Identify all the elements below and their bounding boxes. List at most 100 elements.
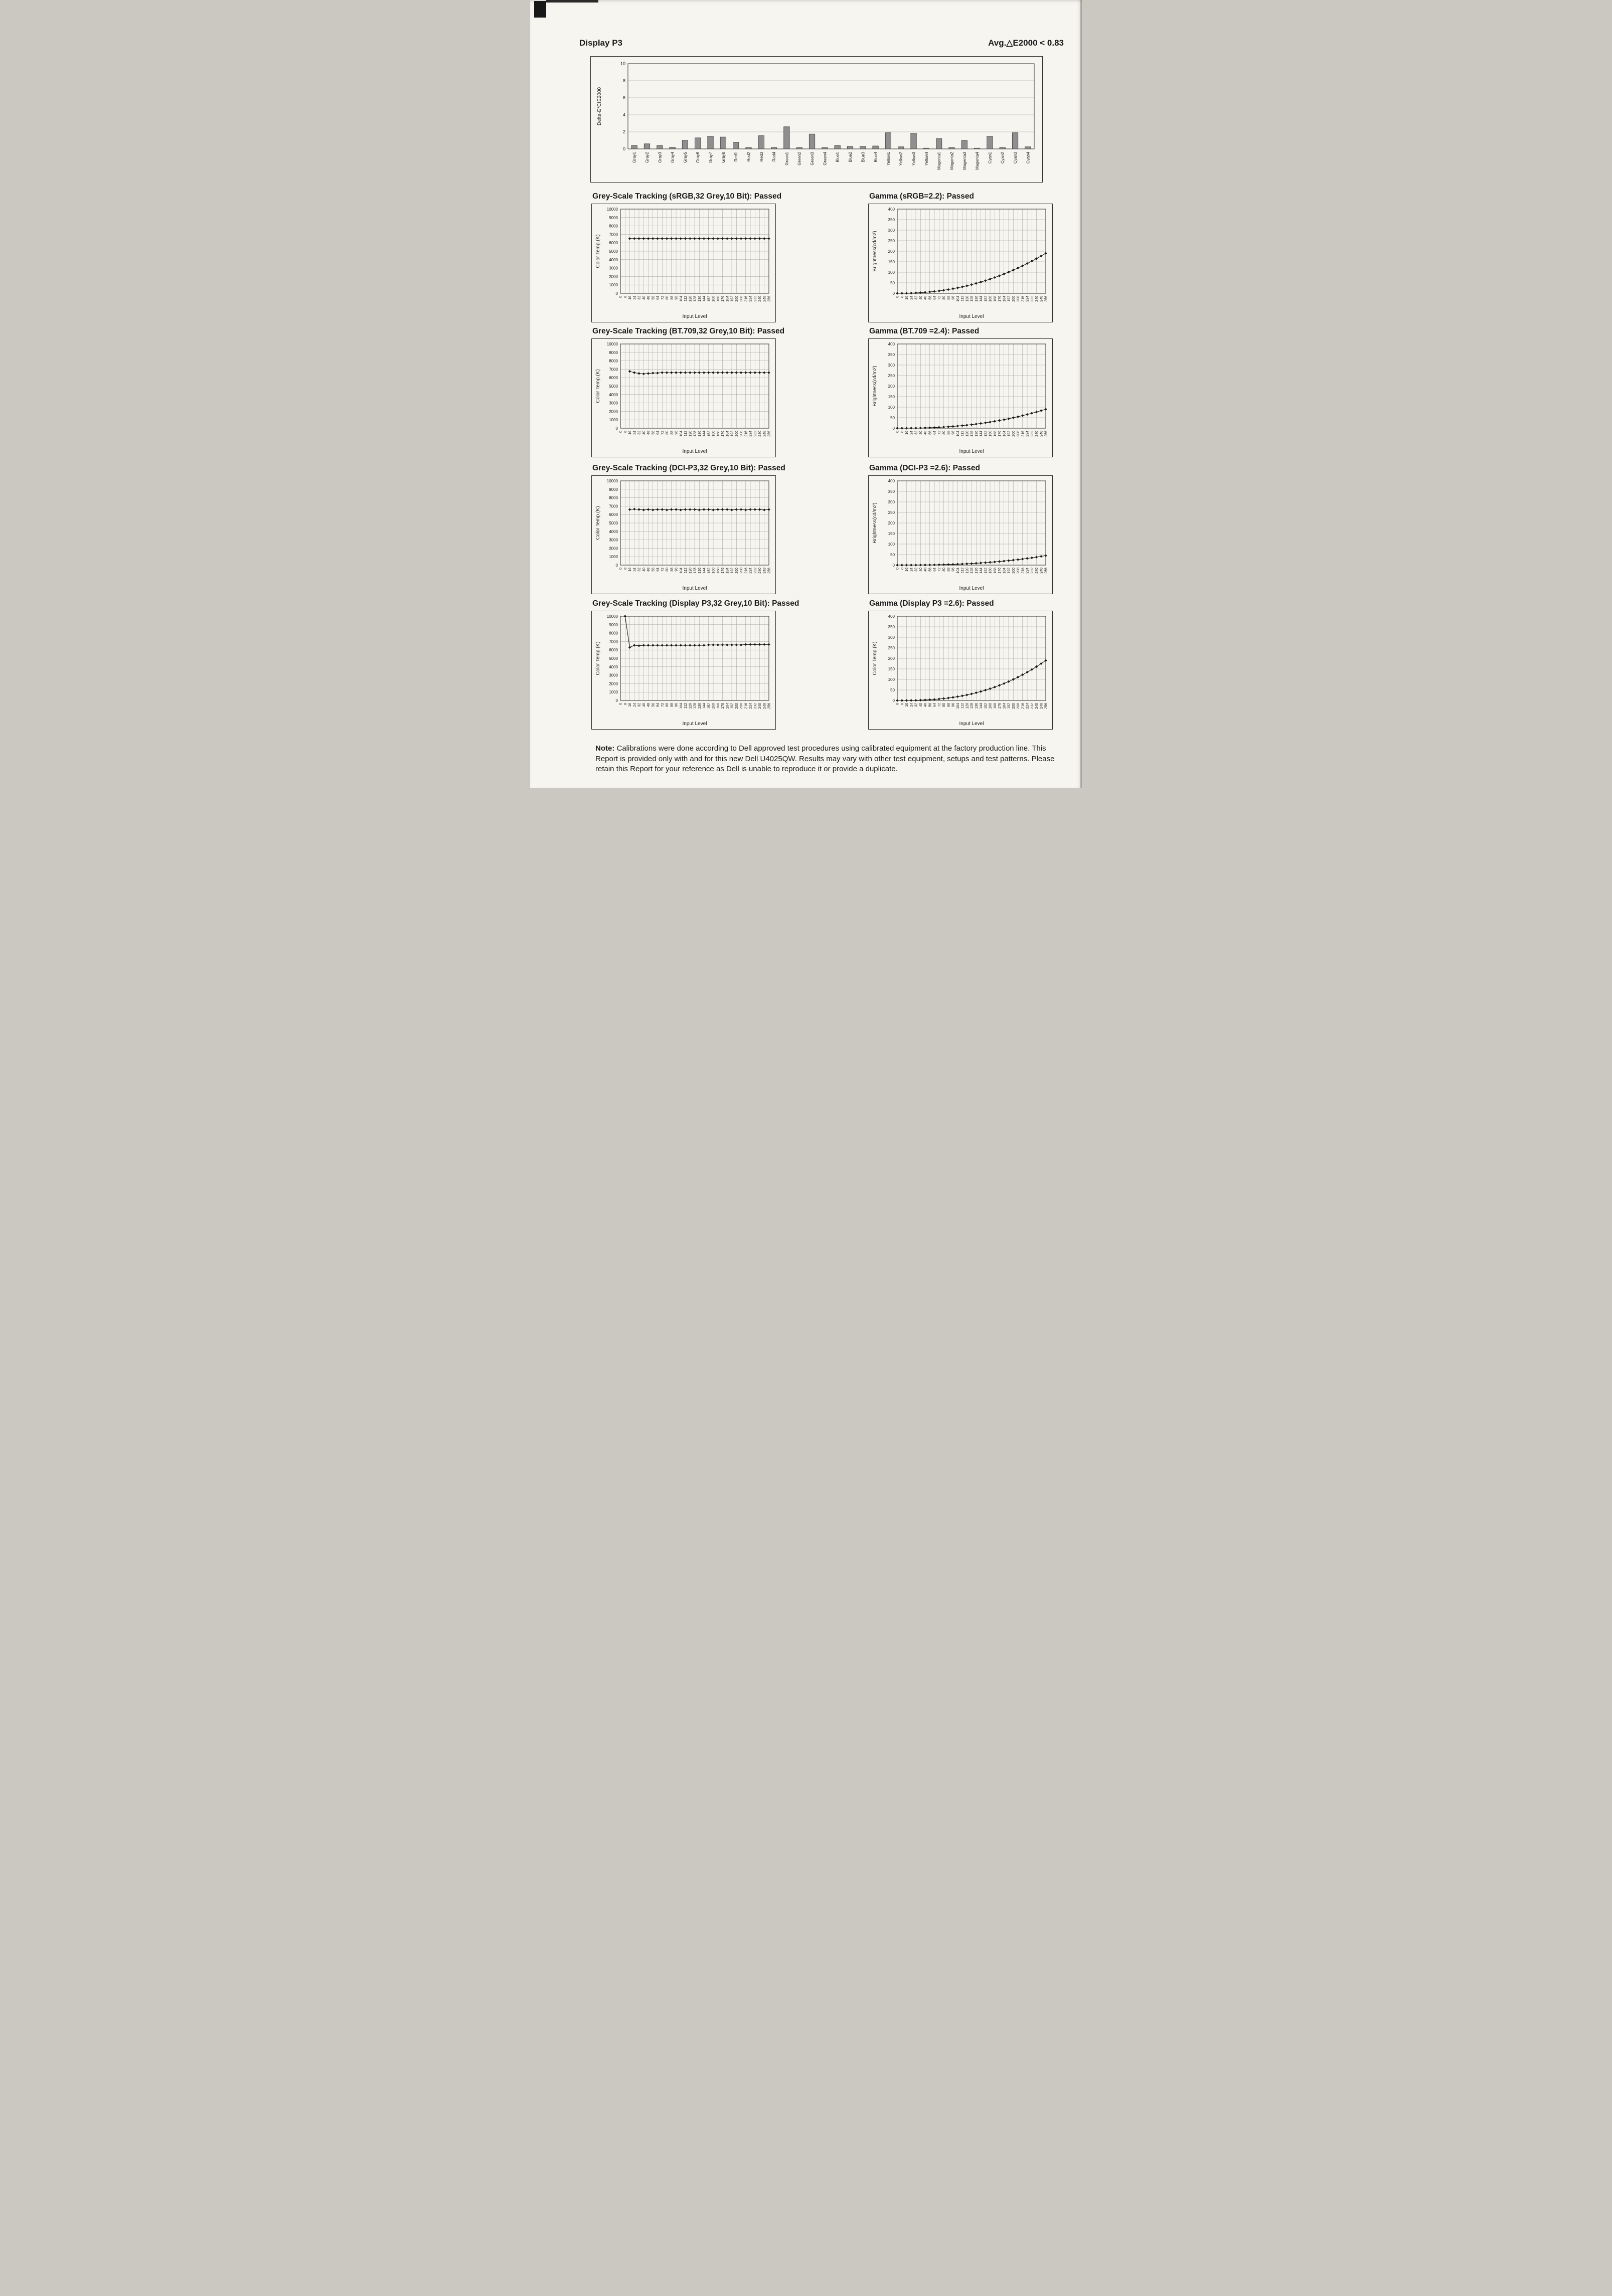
svg-text:112: 112 <box>684 296 688 301</box>
gamma-dcip3-title: Gamma (DCI-P3 =2.6): Passed <box>869 464 980 472</box>
svg-text:240: 240 <box>1035 703 1039 709</box>
svg-text:200: 200 <box>735 296 739 302</box>
svg-text:128: 128 <box>694 568 697 574</box>
svg-text:64: 64 <box>933 568 937 572</box>
svg-text:3000: 3000 <box>609 266 618 271</box>
svg-text:64: 64 <box>657 296 660 300</box>
svg-text:300: 300 <box>888 635 895 640</box>
svg-text:72: 72 <box>938 703 941 707</box>
svg-text:168: 168 <box>994 431 997 437</box>
svg-text:48: 48 <box>924 703 927 707</box>
delta-e-chart-frame: 0 2 4 6 8 10 Gray1 Gray2 Gray3 Gray4 Gray5 Gray6 Gra… <box>590 56 1043 183</box>
grey-scale-dcip3-title: Grey-Scale Tracking (DCI-P3,32 Grey,10 B… <box>592 464 785 472</box>
svg-text:250: 250 <box>888 646 895 650</box>
svg-text:216: 216 <box>744 431 748 437</box>
svg-text:232: 232 <box>1031 431 1034 437</box>
svg-text:Red4: Red4 <box>772 151 776 161</box>
svg-text:200: 200 <box>1012 431 1016 437</box>
svg-text:6000: 6000 <box>609 376 618 380</box>
svg-text:1000: 1000 <box>609 555 618 559</box>
svg-text:16: 16 <box>905 431 909 435</box>
svg-text:16: 16 <box>628 703 632 707</box>
svg-text:256: 256 <box>768 296 771 302</box>
svg-text:0: 0 <box>616 698 618 703</box>
svg-text:168: 168 <box>717 568 720 574</box>
svg-text:2000: 2000 <box>609 546 618 551</box>
svg-text:400: 400 <box>888 614 895 619</box>
svg-text:350: 350 <box>888 218 895 222</box>
svg-text:200: 200 <box>1012 568 1016 574</box>
svg-text:Blue4: Blue4 <box>874 151 878 162</box>
svg-text:Input Level: Input Level <box>959 586 984 591</box>
svg-text:136: 136 <box>975 431 979 437</box>
gamma-displayp3-section: Gamma (Display P3 =2.6): Passed 0 8 16 24 32… <box>868 599 1053 730</box>
svg-text:224: 224 <box>1026 703 1030 709</box>
svg-text:300: 300 <box>888 500 895 504</box>
gamma-dcip3-frame: 0 8 16 24 32 40 48 56 64 72 80 88 96 104 112 120 128 136 1… <box>868 475 1053 594</box>
svg-text:232: 232 <box>1031 296 1034 302</box>
svg-text:112: 112 <box>684 431 688 436</box>
svg-text:Green2: Green2 <box>797 151 802 165</box>
svg-text:Magenta1: Magenta1 <box>937 151 941 169</box>
svg-text:72: 72 <box>938 296 941 300</box>
svg-text:104: 104 <box>680 568 683 574</box>
svg-text:4000: 4000 <box>609 393 618 397</box>
svg-text:248: 248 <box>1040 703 1043 709</box>
svg-text:144: 144 <box>703 703 706 709</box>
svg-text:200: 200 <box>735 431 739 437</box>
gamma-bt709-chart: 0 8 16 24 32 40 48 56 64 72 80 88 96 104 112 120 128 136 1… <box>872 342 1048 454</box>
svg-text:8: 8 <box>901 431 904 433</box>
grey-scale-displayp3-chart: 0 8 16 24 32 40 48 56 64 72 80 88 96 104 112 120 128 136 1… <box>595 614 771 727</box>
svg-text:248: 248 <box>1040 568 1043 574</box>
svg-text:5000: 5000 <box>609 656 618 661</box>
svg-text:Magenta3: Magenta3 <box>962 151 967 169</box>
svg-text:64: 64 <box>657 703 660 707</box>
svg-text:72: 72 <box>661 431 665 435</box>
svg-text:5000: 5000 <box>609 521 618 525</box>
svg-text:192: 192 <box>1008 431 1011 437</box>
grey-scale-srgb-section: Grey-Scale Tracking (sRGB,32 Grey,10 Bit… <box>591 192 781 322</box>
svg-text:Input Level: Input Level <box>683 721 707 727</box>
svg-text:216: 216 <box>1021 568 1025 574</box>
svg-text:176: 176 <box>721 296 725 302</box>
svg-text:24: 24 <box>910 703 913 707</box>
svg-text:192: 192 <box>731 568 734 574</box>
svg-text:7000: 7000 <box>609 639 618 644</box>
svg-text:Gray8: Gray8 <box>721 151 726 162</box>
gamma-displayp3-chart: 0 8 16 24 32 40 48 56 64 72 80 88 96 104 112 120 128 136 1… <box>872 614 1048 727</box>
svg-text:208: 208 <box>1017 703 1020 709</box>
grey-scale-bt709-section: Grey-Scale Tracking (BT.709,32 Grey,10 B… <box>591 327 784 457</box>
svg-text:350: 350 <box>888 352 895 357</box>
svg-text:32: 32 <box>638 431 641 435</box>
grey-scale-bt709-chart: 0 8 16 24 32 40 48 56 64 72 80 88 96 104 112 120 128 136 1… <box>595 342 771 454</box>
svg-text:128: 128 <box>694 296 697 302</box>
svg-text:Brightness(cd/m2): Brightness(cd/m2) <box>872 502 878 543</box>
svg-text:256: 256 <box>1045 568 1048 574</box>
gamma-bt709-title: Gamma (BT.709 =2.4): Passed <box>869 327 980 335</box>
calibration-report-page: Display P3 Avg.△E2000 < 0.83 0 2 4 6 8 10 Gray… <box>530 0 1082 788</box>
svg-text:248: 248 <box>763 568 766 574</box>
svg-text:120: 120 <box>965 703 969 709</box>
svg-text:Gray2: Gray2 <box>645 151 650 162</box>
svg-text:0: 0 <box>896 703 900 705</box>
svg-text:96: 96 <box>675 431 679 435</box>
svg-text:224: 224 <box>749 296 753 302</box>
svg-text:192: 192 <box>731 296 734 302</box>
svg-text:Gray4: Gray4 <box>671 151 675 162</box>
svg-text:16: 16 <box>905 296 909 300</box>
svg-text:0: 0 <box>619 703 623 705</box>
svg-text:400: 400 <box>888 479 895 483</box>
svg-text:200: 200 <box>888 249 895 254</box>
svg-text:144: 144 <box>980 431 983 437</box>
svg-text:72: 72 <box>661 703 665 707</box>
svg-text:112: 112 <box>961 431 964 436</box>
svg-text:232: 232 <box>754 431 757 437</box>
svg-text:3000: 3000 <box>609 401 618 406</box>
grey-scale-displayp3-title: Grey-Scale Tracking (Display P3,32 Grey,… <box>592 599 799 608</box>
svg-text:232: 232 <box>1031 568 1034 574</box>
svg-text:256: 256 <box>1045 296 1048 302</box>
svg-text:56: 56 <box>652 568 655 572</box>
svg-text:192: 192 <box>731 703 734 709</box>
grey-scale-displayp3-frame: 0 8 16 24 32 40 48 56 64 72 80 88 96 104 112 120 128 136 1… <box>591 611 776 730</box>
svg-text:0: 0 <box>616 291 618 296</box>
